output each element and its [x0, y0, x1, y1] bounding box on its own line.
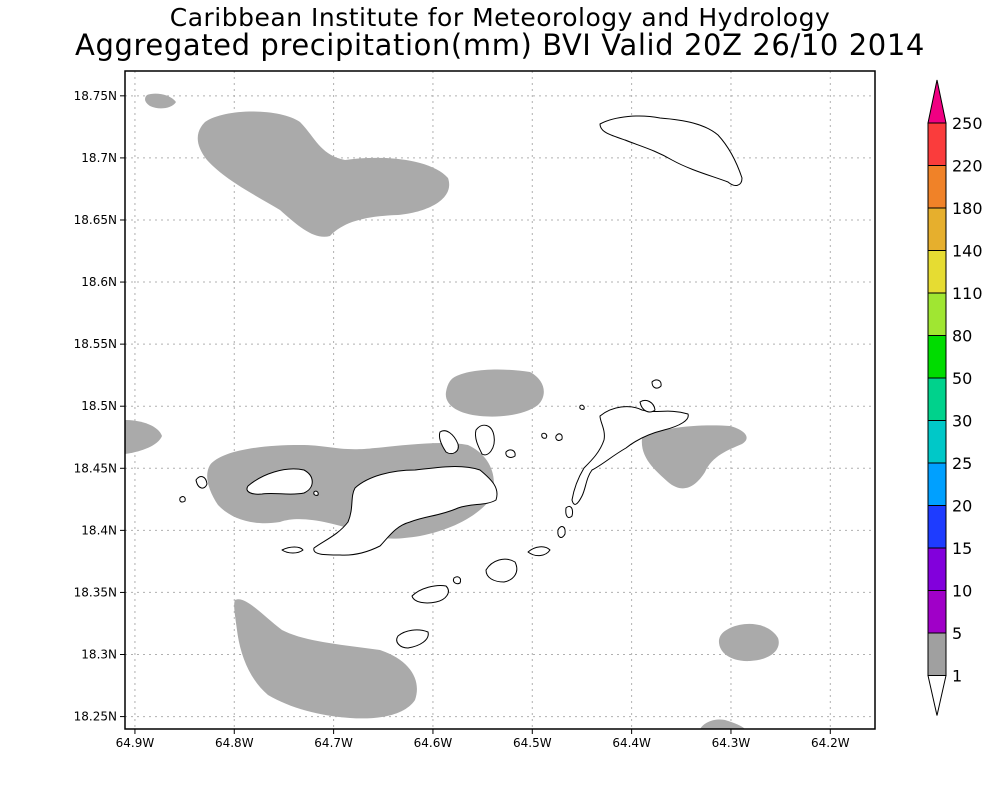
island-small-5	[505, 449, 516, 458]
island-jost-van-dyke	[246, 468, 313, 495]
colorbar-label: 50	[952, 369, 972, 388]
colorbar-segment	[927, 547, 947, 591]
island-small-4	[453, 576, 461, 585]
island-small-1	[179, 496, 186, 503]
tick-label-lat: 18.4N	[81, 523, 117, 537]
colorbar-segment	[927, 590, 947, 634]
island-ginger-small	[557, 526, 566, 538]
tick-label-lat: 18.6N	[81, 275, 117, 289]
tick-label-lon: 64.3W	[712, 736, 751, 750]
island-small-3	[555, 433, 563, 441]
tick-label-lat: 18.5N	[81, 399, 117, 413]
island-norman	[396, 629, 429, 649]
colorbar-segment	[927, 292, 947, 336]
tick-label-lon: 64.4W	[612, 736, 651, 750]
island-little-jost	[195, 476, 208, 489]
map-axes: 64.9W 64.8W 64.7W 64.6W 64.5W 64.4W 64.3W 64.2W…	[74, 89, 850, 750]
precip-area-northwest	[197, 111, 450, 237]
colorbar-label: 25	[952, 454, 972, 473]
chart-title-line2: Aggregated precipitation(mm) BVI Valid 2…	[75, 28, 925, 62]
colorbar-label: 20	[952, 497, 972, 516]
island-mosquito	[639, 399, 656, 413]
colorbar-label: 30	[952, 412, 972, 431]
colorbar-segment	[927, 165, 947, 209]
precip-area-southwest	[234, 599, 417, 719]
colorbar-label: 5	[952, 624, 962, 643]
colorbar-label: 10	[952, 582, 972, 601]
tick-label-lat: 18.55N	[74, 337, 117, 351]
island-tortola	[313, 466, 498, 556]
island-necker	[651, 379, 662, 389]
colorbar-label: 110	[952, 284, 983, 303]
colorbar-segment	[927, 632, 947, 676]
colorbar-segment	[927, 250, 947, 294]
island-small-7	[313, 490, 319, 496]
tick-label-lon: 64.7W	[314, 736, 353, 750]
island-small-2	[541, 432, 548, 439]
chart-title-line1: Caribbean Institute for Meteorology and …	[169, 3, 831, 32]
colorbar-label: 250	[952, 114, 983, 133]
tick-label-lon: 64.2W	[811, 736, 850, 750]
colorbar-segment	[927, 122, 947, 166]
map-content	[125, 93, 779, 729]
island-fallen-jerusalem	[565, 505, 573, 519]
colorbar-label: 140	[952, 242, 983, 261]
tick-label-lon: 64.9W	[116, 736, 155, 750]
colorbar-segment	[927, 462, 947, 506]
colorbar-top-triangle	[927, 79, 947, 124]
tick-label-lon: 64.8W	[215, 736, 254, 750]
map-frame	[124, 70, 876, 730]
island-peter	[411, 585, 449, 604]
island-guana	[475, 424, 495, 456]
island-anegada	[599, 115, 743, 186]
precip-areas	[125, 93, 779, 729]
tick-label-lat: 18.3N	[81, 648, 117, 662]
precip-area-north-center	[445, 369, 544, 417]
tick-label-lat: 18.7N	[81, 151, 117, 165]
colorbar-segment	[927, 505, 947, 549]
tick-label-lat: 18.45N	[74, 461, 117, 475]
precip-area-bottom-edge	[700, 719, 745, 729]
colorbar-label: 220	[952, 157, 983, 176]
precip-area-southeast	[718, 623, 779, 662]
precip-area-northwest-small	[145, 93, 176, 109]
island-thatch	[281, 546, 304, 554]
tick-label-lon: 64.5W	[513, 736, 552, 750]
tick-label-lat: 18.75N	[74, 89, 117, 103]
precip-area-east	[641, 425, 747, 489]
colorbar-bottom-triangle	[927, 675, 947, 716]
island-cooper	[485, 558, 518, 583]
colorbar-segment	[927, 377, 947, 421]
colorbar-segment	[927, 420, 947, 464]
colorbar-segment	[927, 207, 947, 251]
island-ginger	[527, 546, 551, 557]
tick-label-lat: 18.35N	[74, 585, 117, 599]
colorbar-label: 180	[952, 199, 983, 218]
island-great-camanoe	[439, 430, 459, 455]
islands	[179, 115, 743, 649]
island-virgin-gorda	[571, 406, 689, 505]
island-small-6	[579, 404, 585, 410]
colorbar-label: 1	[952, 667, 962, 686]
colorbar-label: 80	[952, 327, 972, 346]
colorbar-label: 15	[952, 539, 972, 558]
tick-label-lat: 18.25N	[74, 710, 117, 724]
tick-label-lon: 64.6W	[414, 736, 453, 750]
colorbar-segment	[927, 335, 947, 379]
precip-area-west-edge	[125, 420, 162, 454]
tick-label-lat: 18.65N	[74, 213, 117, 227]
